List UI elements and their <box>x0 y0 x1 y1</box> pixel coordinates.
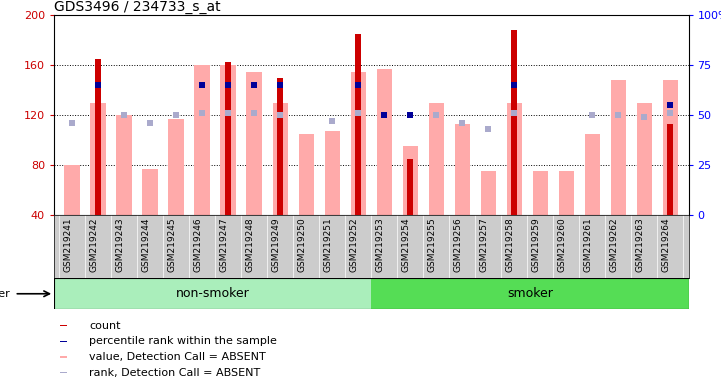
Text: GSM219262: GSM219262 <box>609 218 619 272</box>
Bar <box>407 159 413 215</box>
Bar <box>61 372 67 373</box>
Text: GSM219252: GSM219252 <box>349 218 358 272</box>
Bar <box>324 131 340 215</box>
Bar <box>61 356 67 358</box>
Bar <box>95 59 101 215</box>
Text: value, Detection Call = ABSENT: value, Detection Call = ABSENT <box>89 352 266 362</box>
Text: GDS3496 / 234733_s_at: GDS3496 / 234733_s_at <box>54 0 221 14</box>
Text: GSM219258: GSM219258 <box>505 218 514 272</box>
Text: GSM219249: GSM219249 <box>271 218 280 272</box>
Bar <box>668 124 673 215</box>
Bar <box>273 103 288 215</box>
Text: other: other <box>0 289 10 299</box>
Bar <box>559 171 574 215</box>
Text: GSM219241: GSM219241 <box>63 218 72 272</box>
Bar <box>480 171 496 215</box>
Text: GSM219243: GSM219243 <box>115 218 124 272</box>
Text: GSM219264: GSM219264 <box>661 218 671 272</box>
Text: GSM219260: GSM219260 <box>557 218 566 272</box>
Text: GSM219246: GSM219246 <box>193 218 203 272</box>
Text: non-smoker: non-smoker <box>176 287 249 300</box>
Text: percentile rank within the sample: percentile rank within the sample <box>89 336 277 346</box>
Bar <box>64 165 80 215</box>
Text: rank, Detection Call = ABSENT: rank, Detection Call = ABSENT <box>89 367 260 377</box>
Bar <box>355 34 361 215</box>
FancyBboxPatch shape <box>371 278 689 309</box>
Text: GSM219244: GSM219244 <box>141 218 150 272</box>
Text: GSM219247: GSM219247 <box>219 218 229 272</box>
Bar <box>637 103 653 215</box>
Bar <box>585 134 600 215</box>
Bar <box>247 71 262 215</box>
Bar <box>117 115 132 215</box>
Bar <box>143 169 158 215</box>
Bar <box>221 65 236 215</box>
Text: GSM219253: GSM219253 <box>376 218 384 272</box>
Bar <box>511 30 517 215</box>
Text: GSM219261: GSM219261 <box>583 218 593 272</box>
Bar <box>195 65 210 215</box>
Bar <box>663 80 678 215</box>
Bar <box>278 78 283 215</box>
Bar <box>226 61 231 215</box>
Text: GSM219248: GSM219248 <box>245 218 255 272</box>
Bar <box>507 103 522 215</box>
Bar <box>428 103 444 215</box>
Bar <box>611 80 626 215</box>
Text: GSM219257: GSM219257 <box>479 218 488 272</box>
Text: smoker: smoker <box>507 287 553 300</box>
Text: GSM219251: GSM219251 <box>323 218 332 272</box>
Bar <box>169 119 184 215</box>
Bar <box>454 124 470 215</box>
Bar <box>61 341 67 342</box>
Text: GSM219245: GSM219245 <box>167 218 177 272</box>
Text: GSM219242: GSM219242 <box>89 218 98 272</box>
Bar <box>402 146 418 215</box>
Bar <box>61 325 67 326</box>
Text: GSM219254: GSM219254 <box>402 218 410 272</box>
Bar <box>90 103 106 215</box>
Bar <box>376 69 392 215</box>
Bar <box>533 171 548 215</box>
Text: count: count <box>89 321 120 331</box>
FancyBboxPatch shape <box>54 278 371 309</box>
Bar <box>350 71 366 215</box>
Text: GSM219256: GSM219256 <box>454 218 462 272</box>
Bar <box>298 134 314 215</box>
Text: GSM219259: GSM219259 <box>531 218 540 272</box>
Text: GSM219255: GSM219255 <box>428 218 436 272</box>
Text: GSM219250: GSM219250 <box>297 218 306 272</box>
Text: GSM219263: GSM219263 <box>635 218 645 272</box>
